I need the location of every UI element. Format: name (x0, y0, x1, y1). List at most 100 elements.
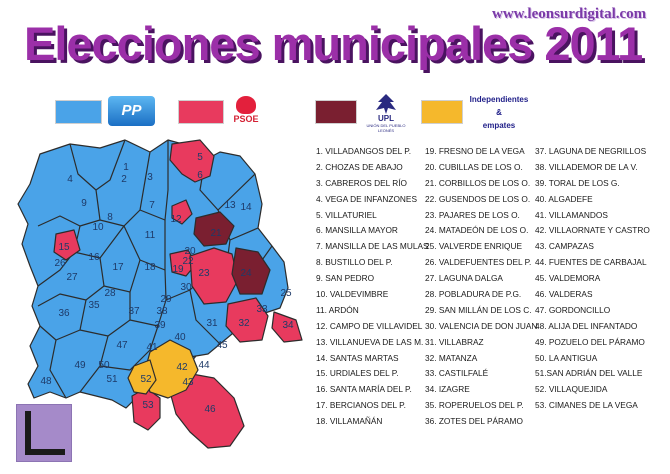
municipality-item: 9. SAN PEDRO (316, 273, 375, 284)
map-label: 1 (123, 162, 129, 173)
municipality-list-column-3: 37. LAGUNA DE NEGRILLOS 38. VILLADEMOR DE… (535, 144, 650, 414)
map-label: 10 (92, 222, 104, 233)
municipality-item: 51.SAN ADRIÁN DEL VALLE (535, 368, 643, 379)
map-label: 42 (176, 362, 188, 373)
map-label: 43 (182, 377, 194, 388)
map-label: 32 (238, 318, 250, 329)
municipality-item: 7. MANSILLA DE LAS MULAS (316, 241, 429, 252)
map-region-upl[interactable] (193, 211, 235, 247)
municipality-item: 47. GORDONCILLO (535, 304, 611, 315)
municipality-item: 15. URDIALES DEL P. (316, 368, 399, 379)
map-label: 53 (142, 400, 154, 411)
upl-logo-text: UPL (378, 114, 394, 123)
municipality-item: 39. TORAL DE LOS G. (535, 177, 620, 188)
map-label: 14 (240, 202, 252, 213)
municipality-item: 29. SAN MILLÁN DE LOS C. (425, 304, 532, 315)
pp-logo-icon: PP (108, 96, 155, 126)
map-region-psoe[interactable] (169, 373, 245, 449)
map-region-psoe[interactable] (225, 297, 269, 343)
psoe-logo-text: PSOE (233, 114, 259, 124)
map-label: 28 (104, 288, 116, 299)
municipality-item: 6. MANSILLA MAYOR (316, 225, 398, 236)
psoe-logo-icon: PSOE (226, 96, 266, 128)
page-title: Elecciones municipales 2011 (24, 17, 643, 70)
municipality-item: 5. VILLATURIEL (316, 209, 377, 220)
municipality-item: 17. BERCIANOS DEL P. (316, 400, 406, 411)
municipality-item: 2. CHOZAS DE ABAJO (316, 161, 403, 172)
municipality-item: 49. POZUELO DEL PÁRAMO (535, 336, 645, 347)
map-label: 9 (81, 198, 87, 209)
map-label: 30 (180, 282, 192, 293)
municipality-item: 22. GUSENDOS DE LOS O. (425, 193, 531, 204)
municipality-item: 46. VALDERAS (535, 289, 593, 300)
map-region-psoe[interactable] (169, 139, 215, 183)
upl-logo-subtext: UNIÓN DEL PUEBLO LEONÉS (366, 123, 406, 133)
map-label: 6 (197, 170, 203, 181)
municipality-item: 33. CASTILFALÉ (425, 368, 489, 379)
map-label: 21 (210, 228, 222, 239)
municipality-item: 41. VILLAMANDOS (535, 209, 608, 220)
legend-swatch-independientes (421, 100, 463, 124)
map-label: 50 (98, 360, 110, 371)
municipality-item: 42. VILLAORNATE Y CASTRO (535, 225, 650, 236)
map-label: 46 (204, 404, 216, 415)
map-region-psoe[interactable] (271, 311, 303, 343)
municipality-item: 10. VALDEVIMBRE (316, 289, 389, 300)
municipality-item: 4. VEGA DE INFANZONES (316, 193, 417, 204)
municipality-item: 21. CORBILLOS DE LOS O. (425, 177, 531, 188)
map-label: 40 (174, 332, 186, 343)
municipality-item: 1. VILLADANGOS DEL P. (316, 146, 411, 156)
map-region-psoe[interactable] (189, 247, 239, 305)
map-region-psoe[interactable] (53, 229, 81, 261)
municipality-item: 24. MATADEÓN DE LOS O. (425, 225, 529, 236)
map-label: 26 (54, 258, 66, 269)
municipality-item: 45. VALDEMORA (535, 273, 601, 284)
municipality-item: 31. VILLABRAZ (425, 336, 484, 347)
municipality-item: 44. FUENTES DE CARBAJAL (535, 257, 647, 268)
municipality-item: 8. BUSTILLO DEL P. (316, 257, 393, 268)
municipality-item: 35. ROPERUELOS DEL P. (425, 400, 524, 411)
municipality-item: 40. ALGADEFE (535, 193, 593, 204)
map-label: 48 (40, 376, 52, 387)
legend-independientes-line: empates (482, 121, 516, 130)
municipality-item: 37. LAGUNA DE NEGRILLOS (535, 146, 647, 156)
map-label: 19 (172, 264, 184, 275)
map-label: 27 (66, 272, 78, 283)
municipality-item: 53. CIMANES DE LA VEGA (535, 400, 638, 411)
map-label: 25 (280, 288, 292, 299)
municipality-item: 26. VALDEFUENTES DEL P. (425, 257, 532, 268)
map-label: 38 (156, 306, 168, 317)
map-label: 33 (256, 304, 268, 315)
map-label: 8 (107, 212, 113, 223)
map-label: 11 (145, 230, 156, 241)
map-region-psoe[interactable] (171, 199, 193, 225)
website-url[interactable]: www.leonsurdigital.com (492, 6, 647, 22)
municipality-item: 50. LA ANTIGUA (535, 352, 598, 363)
map-label: 44 (198, 360, 210, 371)
municipality-item: 20. CUBILLAS DE LOS O. (425, 161, 523, 172)
upl-logo-icon: UPL UNIÓN DEL PUEBLO LEONÉS (366, 92, 406, 133)
municipality-item: 13. VILLANUEVA DE LAS M. (316, 336, 424, 347)
map-label: 24 (240, 268, 252, 279)
legend-independientes-line: Independientes (469, 95, 529, 104)
map-label: 18 (144, 262, 156, 273)
legend: PP PSOE UPL UNIÓN DEL PUEBLO LEONÉS Inde… (0, 93, 670, 136)
municipality-item: 34. IZAGRE (425, 384, 470, 395)
map-label: 5 (197, 152, 203, 163)
map-label: 15 (58, 242, 70, 253)
map-label: 51 (106, 374, 118, 385)
map-label: 2 (121, 174, 127, 185)
municipality-item: 36. ZOTES DEL PÁRAMO (425, 416, 523, 427)
map-region-independientes[interactable] (127, 359, 157, 395)
municipality-item: 11. ARDÓN (316, 304, 359, 315)
municipality-item: 14. SANTAS MARTAS (316, 352, 399, 363)
map-region-upl[interactable] (231, 247, 271, 295)
legend-swatch-upl (315, 100, 357, 124)
legend-independientes-label: Independientes & empates (467, 93, 531, 132)
municipality-item: 28. POBLADURA DE P.G. (425, 289, 522, 300)
map-label: 52 (140, 374, 152, 385)
map-label: 45 (216, 340, 228, 351)
municipality-item: 27. LAGUNA DALGA (425, 273, 503, 284)
legend-independientes-line: & (496, 108, 502, 117)
municipality-item: 18. VILLAMAÑÁN (316, 416, 383, 427)
